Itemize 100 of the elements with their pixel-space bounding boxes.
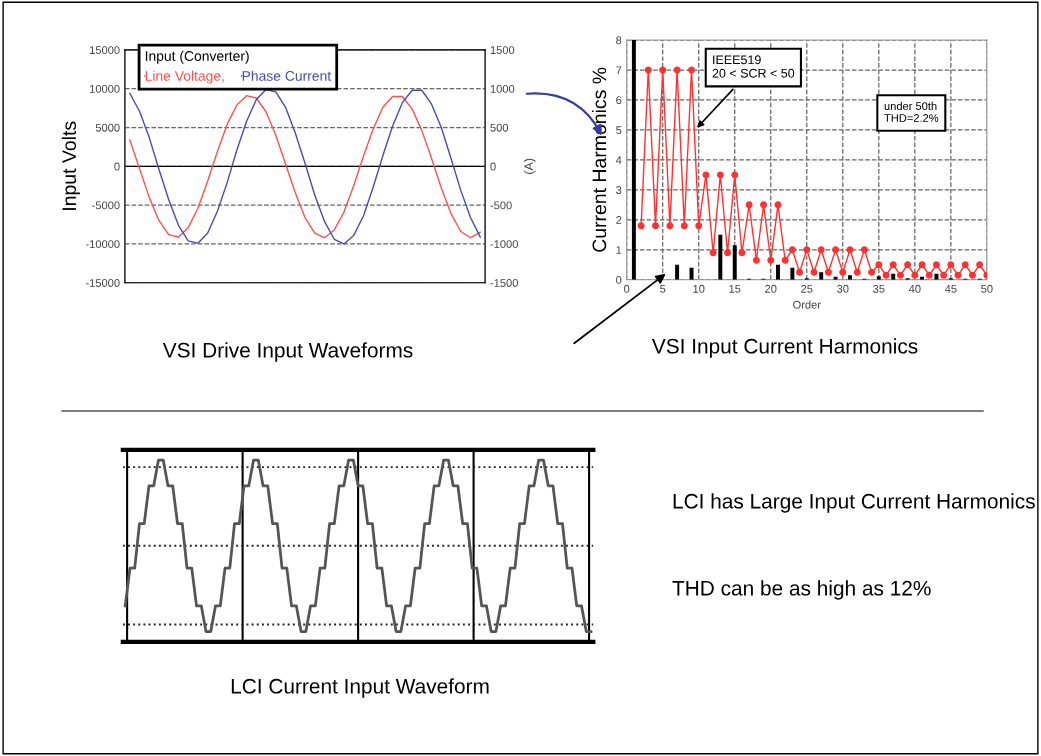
point: [716, 171, 724, 179]
point: [652, 222, 659, 230]
point: [889, 261, 897, 269]
point: [680, 222, 688, 230]
x-tick-label: 5: [660, 284, 666, 293]
point: [673, 66, 681, 74]
point: [688, 66, 695, 74]
point: [932, 261, 940, 269]
point: [817, 246, 825, 254]
x-tick-label: 15: [729, 284, 741, 293]
y-tick-label: 7: [616, 66, 622, 75]
point: [875, 261, 883, 269]
bar: [819, 272, 824, 280]
y2-tick-label: -1000: [490, 240, 518, 249]
point: [738, 249, 746, 257]
y2-axis-title: (A): [523, 158, 536, 174]
point: [666, 222, 674, 230]
point: [940, 271, 948, 279]
text: LCI has Large Input Current Harmonics: [673, 493, 1035, 513]
point: [788, 246, 796, 254]
point: [824, 268, 832, 276]
y-tick-label: 0: [616, 275, 622, 284]
y-tick-label: -5000: [92, 201, 120, 210]
annotation: IEEE519 20 < SCR < 50: [712, 55, 795, 78]
point: [839, 268, 847, 276]
point: [918, 261, 926, 269]
point: [810, 268, 818, 276]
y-tick-label: 0: [114, 162, 120, 171]
point: [702, 171, 710, 179]
y2-tick-label: 1000: [490, 84, 515, 93]
point: [904, 261, 912, 269]
bar: [732, 245, 737, 280]
bar: [718, 234, 723, 280]
point: [976, 261, 984, 269]
y2-tick-label: 1500: [490, 46, 515, 55]
point: [911, 271, 919, 279]
y-axis-title: Current Harmonics %: [591, 67, 607, 252]
point: [644, 66, 652, 74]
x-tick-label: 35: [873, 284, 885, 293]
y-tick-label: 2: [616, 216, 622, 224]
x-tick-label: 45: [944, 284, 957, 293]
text: VSI Input Current Harmonics: [651, 338, 918, 358]
point: [882, 271, 890, 279]
point: [803, 246, 811, 254]
point: [767, 256, 775, 264]
y2-tick-label: -1500: [490, 279, 518, 287]
x-tick-label: 20: [765, 284, 777, 293]
y-tick-label: 5: [616, 126, 622, 135]
point: [860, 246, 868, 254]
y-tick-label: 15000: [90, 46, 120, 55]
point: [709, 249, 717, 257]
point: [781, 256, 789, 264]
point: [659, 66, 667, 74]
point: [896, 271, 904, 279]
text: VSI Drive Input Waveforms: [162, 342, 413, 362]
y-tick-label: 6: [616, 96, 622, 105]
legend-title: Input (Converter): [145, 50, 249, 64]
legend-label: Line Voltage,: [145, 70, 224, 84]
y-tick-label: -10000: [85, 240, 120, 249]
y-tick-label: -15000: [85, 279, 120, 287]
x-axis-title: Order: [793, 300, 821, 309]
point: [853, 268, 861, 276]
y-tick-label: 1: [616, 246, 622, 254]
point: [961, 261, 969, 269]
point: [760, 201, 768, 209]
y-tick-label: 5000: [95, 123, 120, 132]
point: [925, 271, 933, 279]
y-axis-title: Input Volts: [61, 121, 80, 210]
text: LCI Current Input Waveform: [231, 678, 489, 698]
point: [947, 261, 955, 269]
point: [968, 271, 976, 279]
bar: [631, 40, 636, 280]
point: [637, 222, 645, 230]
point: [868, 268, 876, 276]
y-tick-label: 4: [615, 156, 622, 164]
x-tick-label: 0: [624, 284, 630, 293]
bar: [675, 264, 680, 280]
y2-tick-label: 500: [490, 123, 509, 132]
bar: [775, 264, 780, 280]
point: [695, 222, 703, 230]
y-tick-label: 8: [616, 36, 622, 45]
legend-label: Phase Current: [242, 70, 332, 81]
point: [954, 271, 962, 279]
text: THD can be as high as 12%: [672, 580, 931, 600]
bar: [790, 267, 795, 280]
point: [796, 268, 804, 276]
x-tick-label: 25: [801, 284, 813, 293]
y-tick-label: 10000: [90, 84, 120, 93]
y2-tick-label: -500: [490, 201, 512, 210]
x-tick-label: 30: [837, 284, 849, 293]
y2-tick-label: 0: [490, 162, 496, 171]
y-tick-label: 3: [616, 186, 622, 194]
annotation: under 50th THD=2.2%: [884, 101, 939, 122]
point: [774, 201, 782, 209]
x-tick-label: 50: [981, 284, 993, 293]
point: [745, 201, 753, 209]
x-tick-label: 10: [693, 284, 705, 293]
point: [832, 246, 840, 254]
point: [752, 256, 760, 264]
x-tick-label: 40: [908, 284, 921, 293]
